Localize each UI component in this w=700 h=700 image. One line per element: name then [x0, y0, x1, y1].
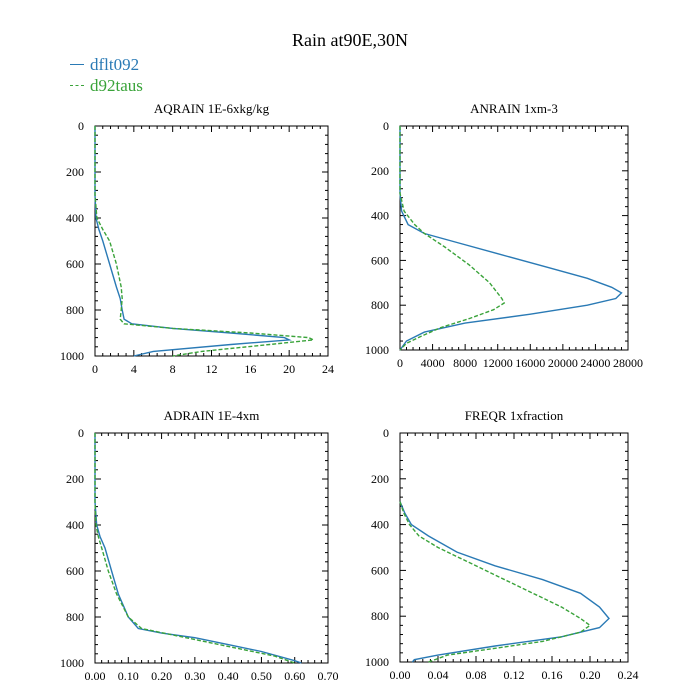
y-tick-label: 200 — [66, 472, 84, 486]
y-tick-label: 0 — [383, 119, 389, 133]
series-line-d92taus — [399, 126, 506, 351]
panel-title: AQRAIN 1E-6xkg/kg — [154, 101, 270, 116]
x-tick-label: 8 — [170, 362, 176, 376]
legend-swatch-dashed — [70, 85, 84, 86]
x-tick-label: 16 — [244, 362, 256, 376]
x-tick-label: 0.12 — [504, 668, 525, 682]
legend-swatch-solid — [70, 64, 84, 65]
x-tick-label: 0 — [397, 356, 403, 370]
legend-item-d92taus: d92taus — [70, 75, 143, 96]
panel-title: FREQR 1xfraction — [465, 408, 564, 423]
x-tick-label: 0.00 — [85, 669, 106, 683]
x-tick-label: 0.70 — [318, 669, 339, 683]
x-tick-label: 0.04 — [428, 668, 449, 682]
x-tick-label: 0 — [92, 362, 98, 376]
series-line-dflt092 — [94, 126, 292, 357]
y-tick-label: 1000 — [60, 349, 84, 363]
x-tick-label: 24000 — [580, 356, 610, 370]
figure-title: Rain at90E,30N — [292, 30, 408, 50]
x-tick-label: 12 — [206, 362, 218, 376]
x-tick-label: 0.50 — [251, 669, 272, 683]
legend-item-dflt092: dflt092 — [70, 54, 143, 75]
y-tick-label: 0 — [78, 426, 84, 440]
x-tick-label: 0.10 — [118, 669, 139, 683]
x-tick-label: 20 — [283, 362, 295, 376]
x-tick-label: 4 — [131, 362, 137, 376]
plot-frame — [399, 432, 629, 663]
panel-title: ANRAIN 1xm-3 — [470, 101, 558, 116]
y-tick-label: 800 — [66, 610, 84, 624]
series-line-dflt092 — [94, 433, 302, 664]
x-tick-label: 0.30 — [184, 669, 205, 683]
x-tick-label: 0.08 — [466, 668, 487, 682]
x-tick-label: 28000 — [613, 356, 643, 370]
y-tick-label: 400 — [371, 518, 389, 532]
y-tick-label: 200 — [371, 472, 389, 486]
y-tick-label: 400 — [66, 211, 84, 225]
y-tick-label: 1000 — [60, 656, 84, 670]
legend-label: d92taus — [90, 76, 143, 95]
x-tick-label: 0.40 — [218, 669, 239, 683]
series-line-d92taus — [94, 433, 295, 664]
x-tick-label: 0.20 — [151, 669, 172, 683]
y-tick-label: 600 — [371, 253, 389, 267]
y-tick-label: 200 — [66, 165, 84, 179]
x-tick-label: 0.24 — [618, 668, 639, 682]
legend-label: dflt092 — [90, 55, 140, 74]
series-line-dflt092 — [399, 501, 610, 663]
plot-frame — [399, 125, 629, 351]
x-tick-label: 0.20 — [580, 668, 601, 682]
y-tick-label: 200 — [371, 164, 389, 178]
plot-frame — [94, 125, 329, 357]
chart-panel: AQRAIN 1E-6xkg/kg 0 4 8 12 16 20 24 0 200 400 600 80… — [60, 101, 334, 376]
x-tick-label: 0.16 — [542, 668, 563, 682]
plot-frame — [94, 432, 329, 664]
legend: dflt092 d92taus — [70, 54, 143, 96]
y-tick-label: 400 — [371, 209, 389, 223]
y-tick-label: 0 — [383, 426, 389, 440]
series-line-d92taus — [399, 501, 592, 663]
x-tick-label: 12000 — [483, 356, 513, 370]
x-tick-label: 24 — [322, 362, 334, 376]
y-tick-label: 800 — [66, 303, 84, 317]
y-tick-label: 800 — [371, 298, 389, 312]
chart-panel: FREQR 1xfraction 0.00 0.04 0.08 0.12 0.16 0.20… — [365, 408, 639, 682]
series-line-d92taus — [94, 126, 316, 357]
panel-title: ADRAIN 1E-4xm — [164, 408, 260, 423]
y-tick-label: 1000 — [365, 343, 389, 357]
y-tick-label: 400 — [66, 518, 84, 532]
y-tick-label: 600 — [371, 563, 389, 577]
chart-panel: ADRAIN 1E-4xm 0.00 0.10 0.20 0.30 0.40 0.50 0.6… — [60, 408, 339, 683]
x-tick-label: 16000 — [515, 356, 545, 370]
x-tick-label: 8000 — [453, 356, 477, 370]
y-tick-label: 600 — [66, 257, 84, 271]
x-tick-label: 0.60 — [284, 669, 305, 683]
x-tick-label: 4000 — [421, 356, 445, 370]
y-tick-label: 0 — [78, 119, 84, 133]
y-tick-label: 1000 — [365, 655, 389, 669]
y-tick-label: 600 — [66, 564, 84, 578]
series-line-dflt092 — [399, 126, 623, 351]
chart-panel: ANRAIN 1xm-30 4000 8000 12000 16000 20000 2400… — [365, 101, 643, 370]
x-tick-label: 20000 — [548, 356, 578, 370]
y-tick-label: 800 — [371, 609, 389, 623]
x-tick-label: 0.00 — [390, 668, 411, 682]
